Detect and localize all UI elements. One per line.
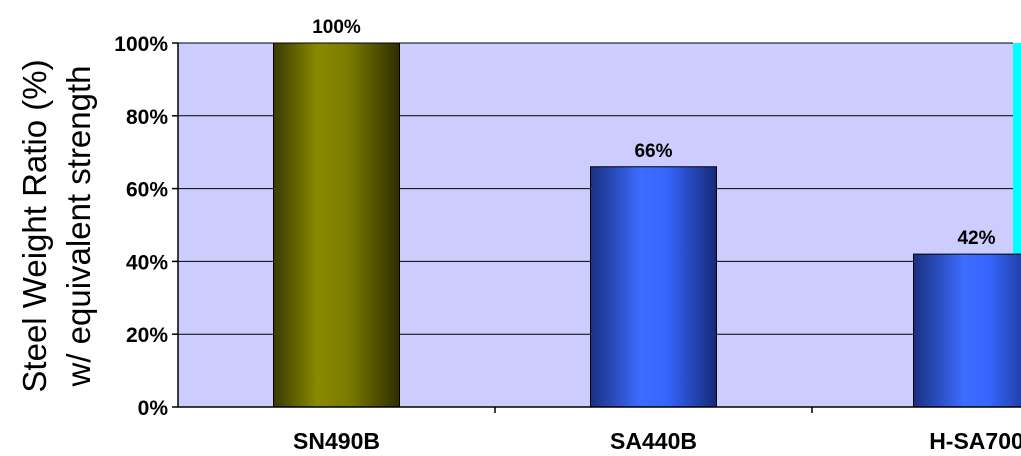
x-tick-marks xyxy=(494,407,813,413)
data-label: 66% xyxy=(634,141,672,162)
y-axis-title-line-1: Steel Weight Ratio (%) xyxy=(16,59,53,392)
y-axis-title-line-2: w/ equivalent strength xyxy=(60,65,97,387)
data-label: 42% xyxy=(957,228,995,249)
right-edge-strip xyxy=(1013,43,1021,407)
category-label: H-SA700 xyxy=(929,428,1021,454)
category-label: SA440B xyxy=(610,428,697,454)
y-tick-labels: 0% 20% 40% 60% 80% 100% xyxy=(114,33,178,420)
y-tick-label: 100% xyxy=(114,33,168,56)
bar-sa440b xyxy=(590,166,717,408)
y-tick-label: 60% xyxy=(126,179,168,202)
data-labels: 100% 66% 42% xyxy=(312,17,995,249)
y-tick-label: 40% xyxy=(126,251,168,274)
y-tick-label: 20% xyxy=(126,324,168,347)
bar-sn490b xyxy=(273,42,400,408)
category-labels: SN490B SA440B H-SA700 xyxy=(293,428,1021,454)
y-tick-label: 0% xyxy=(138,397,169,420)
bar-h-sa700 xyxy=(913,253,1021,408)
category-label: SN490B xyxy=(293,428,380,454)
data-label: 100% xyxy=(312,17,361,38)
y-tick-label: 80% xyxy=(126,106,168,129)
